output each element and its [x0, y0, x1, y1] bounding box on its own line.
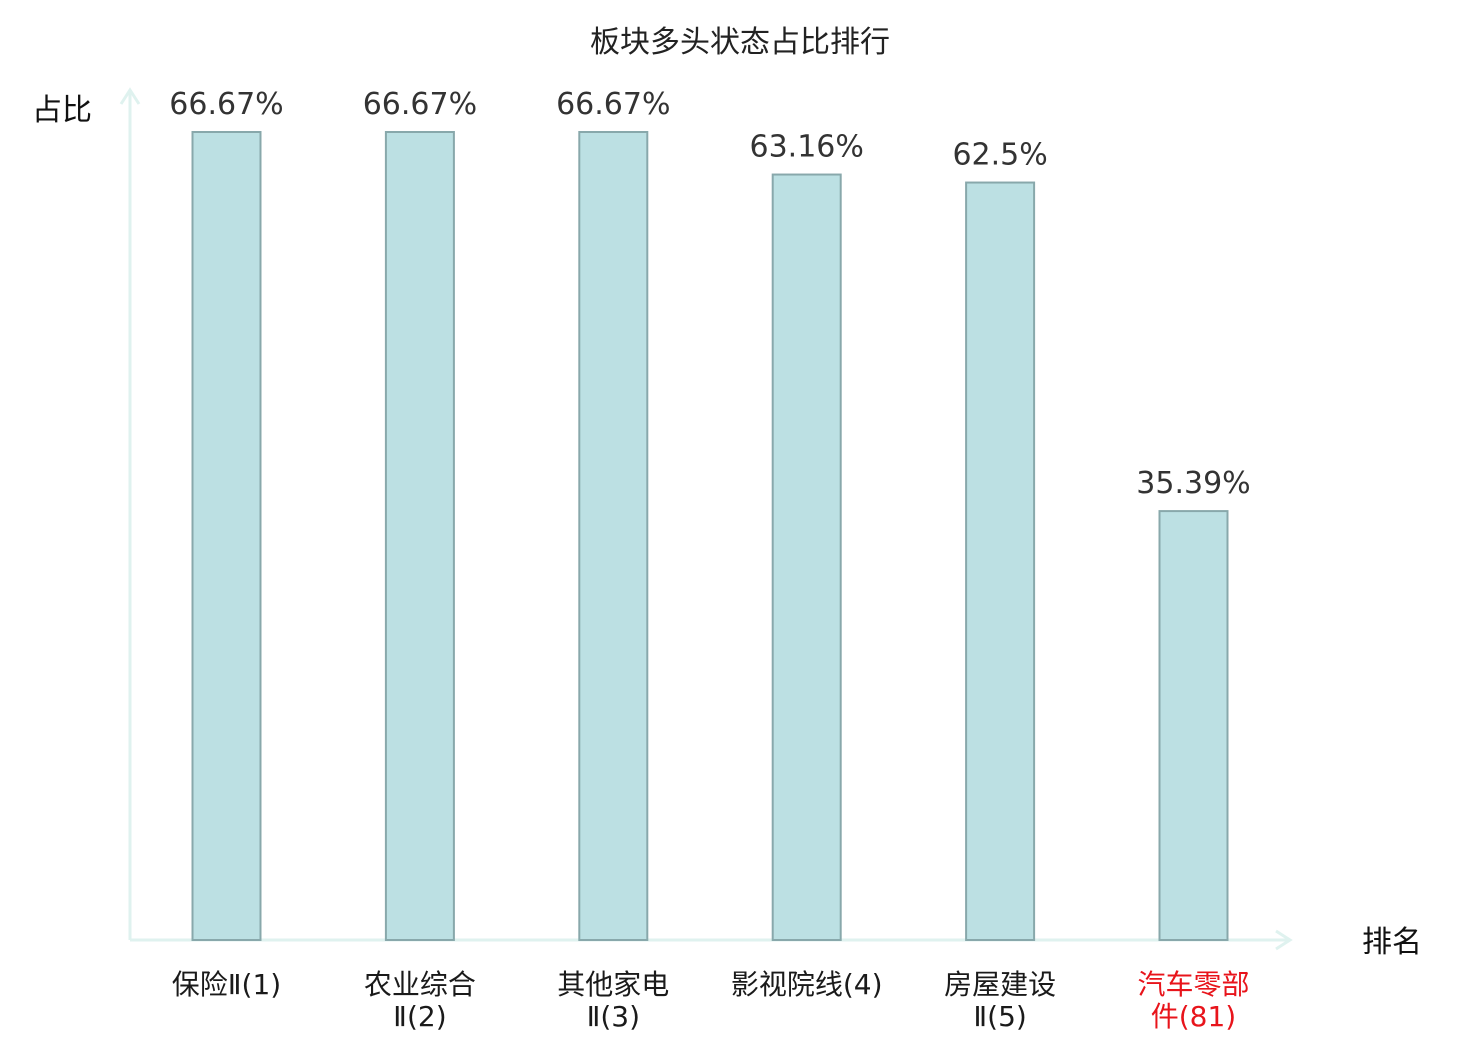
x-tick-label: 其他家电 — [557, 968, 669, 1001]
bar — [578, 131, 649, 941]
x-tick-label: 件(81) — [1151, 1000, 1236, 1033]
value-label: 66.67% — [169, 87, 283, 122]
value-label: 35.39% — [1136, 466, 1250, 501]
bar — [191, 131, 262, 941]
x-tick-label: Ⅱ(5) — [973, 1000, 1026, 1033]
x-tick-label: Ⅱ(2) — [393, 1000, 446, 1033]
x-tick-label: 房屋建设 — [944, 968, 1056, 1001]
x-axis-arrow — [1275, 929, 1293, 951]
value-label: 62.5% — [952, 138, 1047, 173]
value-label: 63.16% — [750, 130, 864, 165]
value-labels-group: 66.67% 66.67% 66.67% 63.16% 62.5% 35.39% — [169, 87, 1250, 501]
x-tick-label: 保险Ⅱ(1) — [172, 968, 281, 1001]
bar — [965, 181, 1036, 941]
x-tick-label: 农业综合 — [364, 968, 476, 1001]
x-tick-label: 影视院线(4) — [731, 968, 883, 1001]
chart-title: 板块多头状态占比排行 — [590, 25, 890, 60]
bar — [1158, 510, 1229, 941]
bar — [384, 131, 455, 941]
value-label: 66.67% — [363, 87, 477, 122]
y-axis-arrow — [119, 87, 141, 105]
x-tick-label: Ⅱ(3) — [587, 1000, 640, 1033]
axes — [119, 87, 1293, 951]
bars-group — [191, 131, 1229, 942]
y-axis-label: 占比 — [32, 93, 92, 128]
x-tick-label: 汽车零部 — [1137, 968, 1249, 1001]
value-label: 66.67% — [556, 87, 670, 122]
bar — [771, 173, 842, 942]
x-axis-label: 排名 — [1362, 925, 1422, 960]
